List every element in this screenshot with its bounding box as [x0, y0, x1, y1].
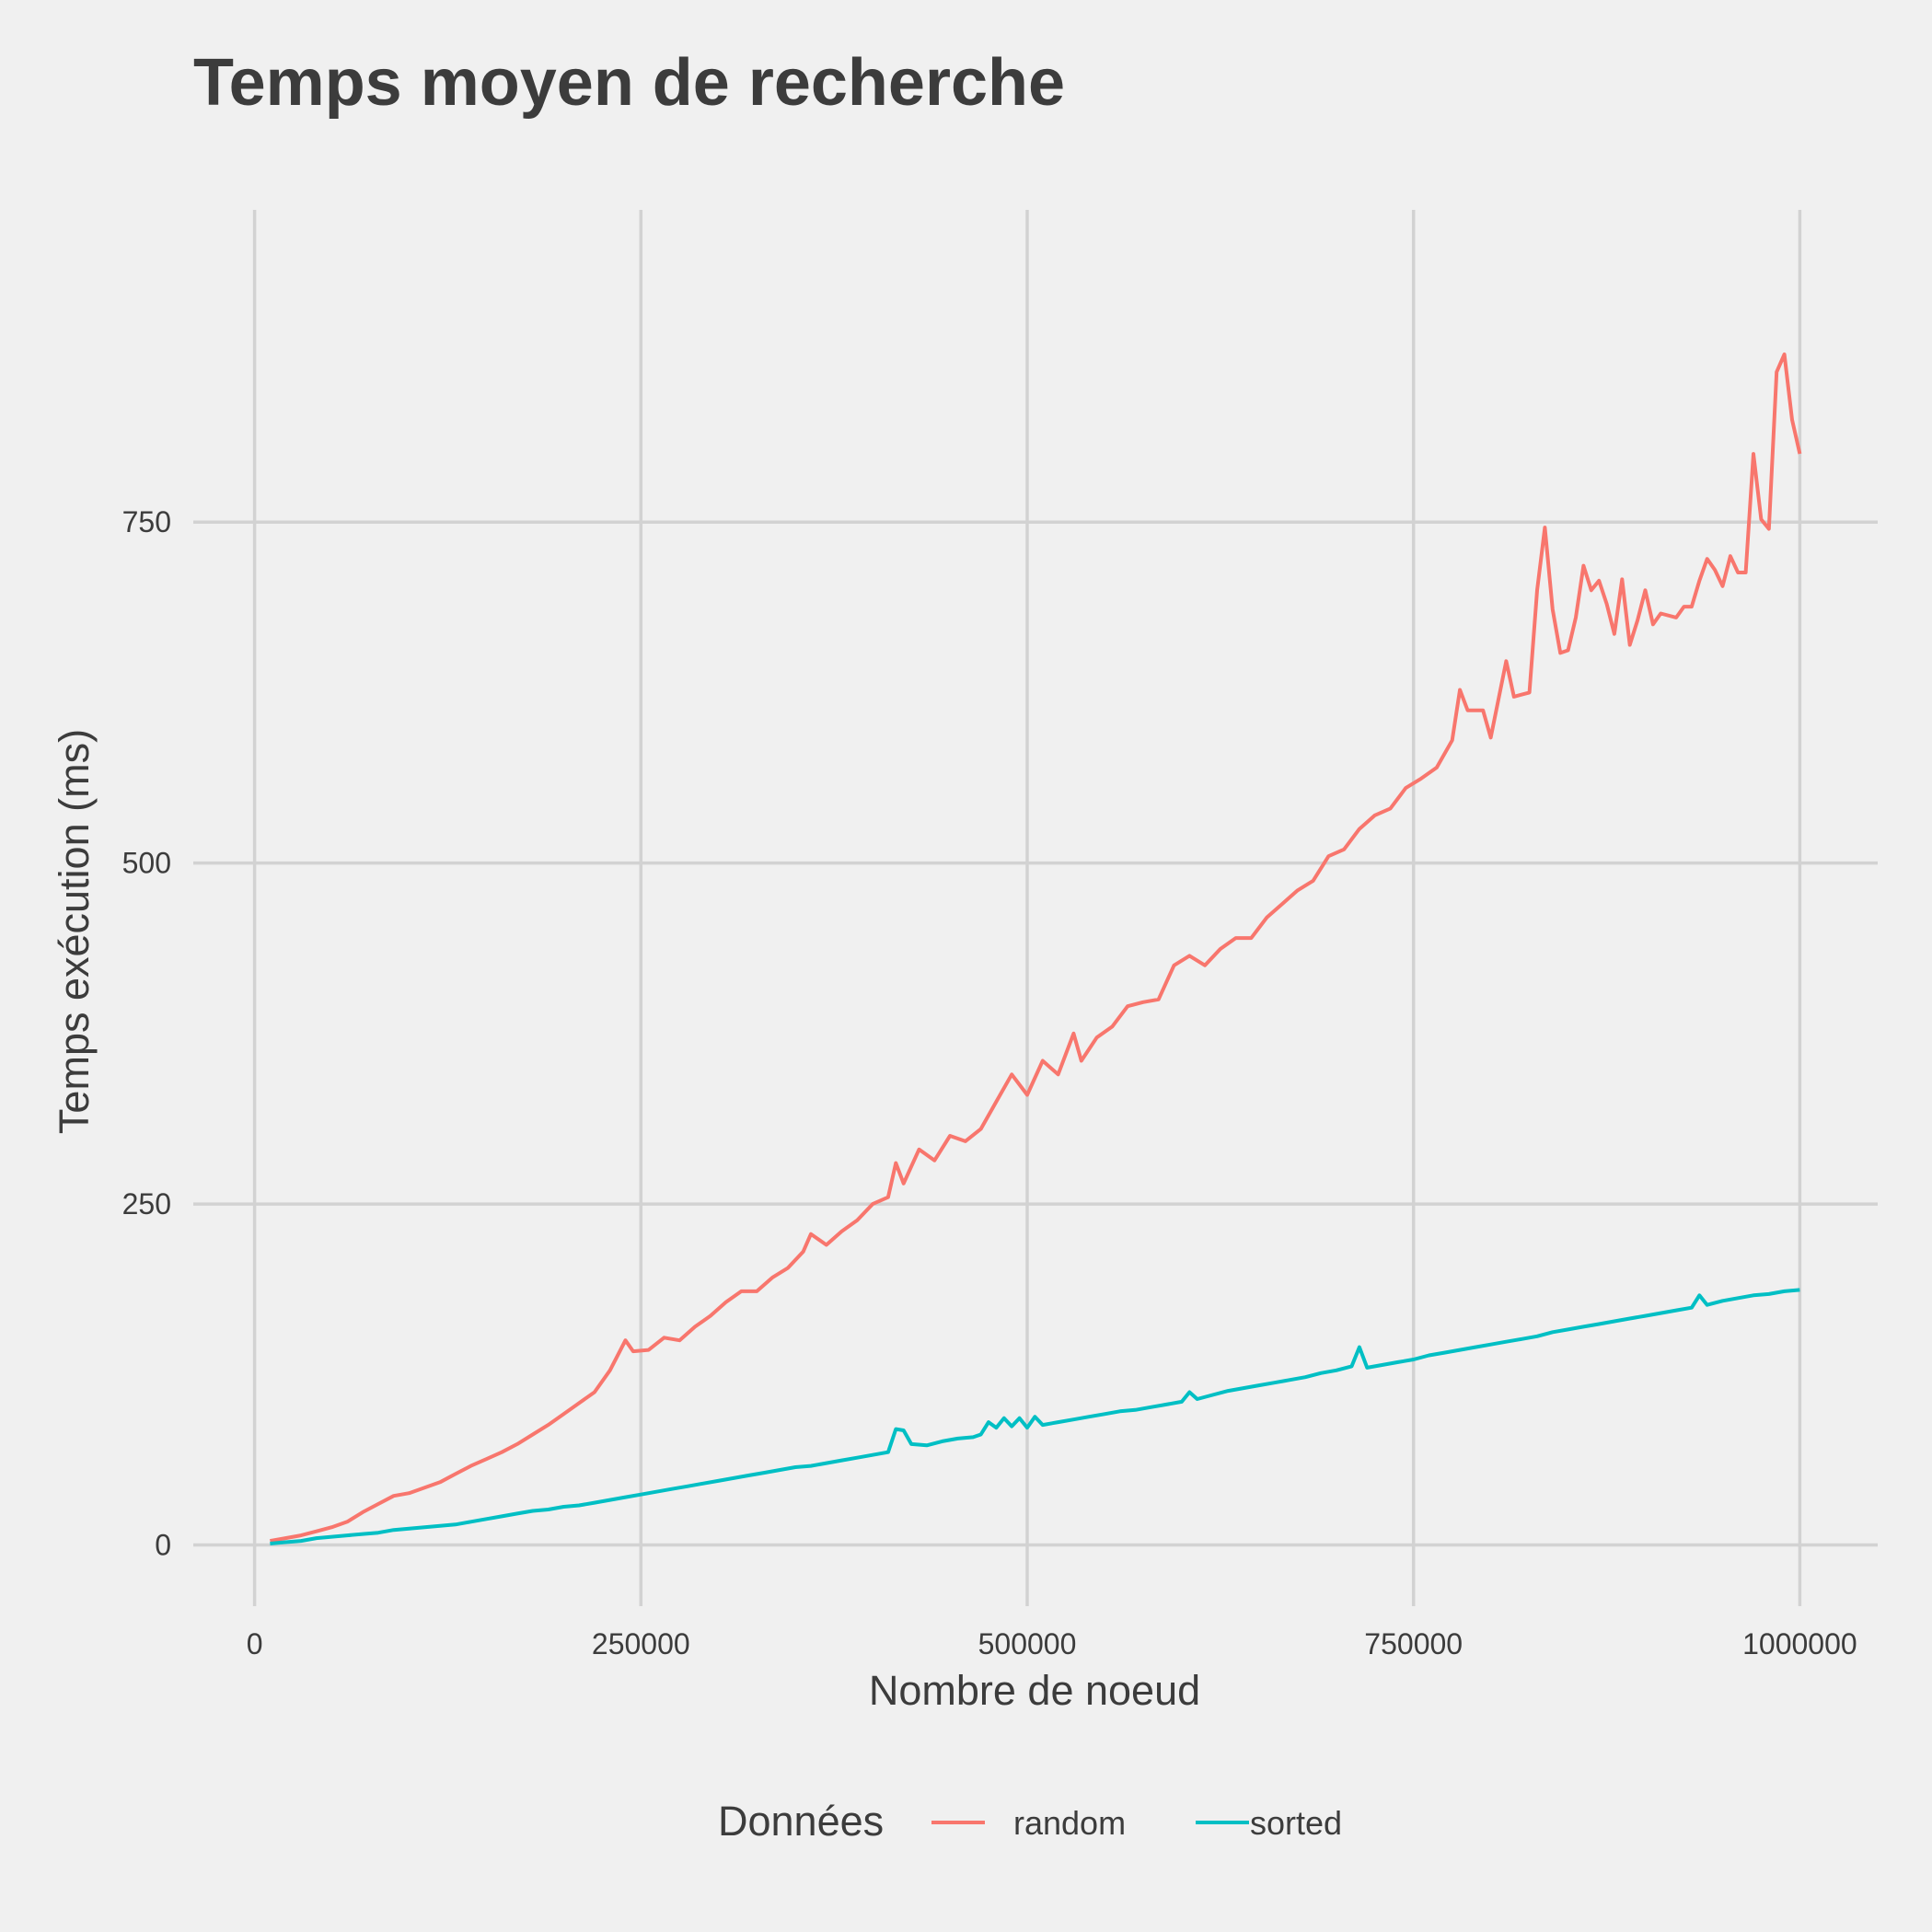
x-tick-label: 750000 — [1364, 1627, 1463, 1660]
x-tick-label: 0 — [247, 1627, 263, 1660]
y-tick-label: 0 — [155, 1529, 171, 1562]
series-layer — [270, 352, 1802, 1545]
y-gridlines — [193, 520, 1878, 1547]
x-axis-title: Nombre de noeud — [869, 1667, 1200, 1714]
series-line-random — [270, 352, 1802, 1544]
y-tick-label: 500 — [122, 847, 171, 880]
y-tick-label: 750 — [122, 505, 171, 538]
legend-label-sorted: sorted — [1250, 1804, 1342, 1842]
x-tick-label: 1000000 — [1742, 1627, 1857, 1660]
legend-title: Données — [718, 1798, 884, 1845]
legend-label-random: random — [1013, 1804, 1126, 1842]
y-axis-title: Temps exécution (ms) — [51, 729, 98, 1134]
x-tick-label: 250000 — [592, 1627, 690, 1660]
chart-title: Temps moyen de recherche — [193, 46, 1065, 120]
x-tick-labels: 0 250000 500000 750000 1000000 — [247, 1627, 1857, 1660]
series-line-sorted — [270, 1288, 1800, 1545]
legend: Données random sorted — [718, 1798, 1342, 1845]
y-tick-label: 250 — [122, 1187, 171, 1221]
y-tick-labels: 0 250 500 750 — [122, 505, 171, 1561]
x-gridlines — [252, 210, 1802, 1606]
x-tick-label: 500000 — [978, 1627, 1077, 1660]
